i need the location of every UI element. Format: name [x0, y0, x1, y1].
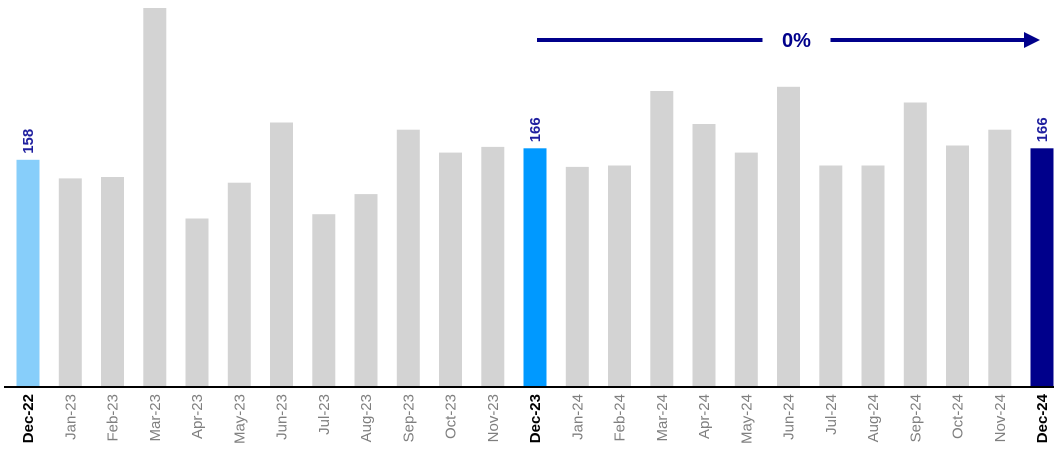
bar-may-24: [734, 152, 758, 386]
bar-oct-24: [946, 145, 969, 386]
x-tick-label: Dec-23: [527, 394, 544, 443]
x-tick-label: Feb-24: [612, 394, 629, 442]
bar-jun-24: [777, 86, 800, 387]
x-tick-labels-group: Dec-22 Jan-23 Feb-23 Mar-23 Apr-23 May-23 Jun-…: [20, 393, 1051, 444]
data-label: 166: [1034, 117, 1051, 142]
x-tick-label: Nov-23: [485, 394, 502, 442]
x-tick-label: Feb-23: [105, 394, 122, 442]
x-tick-label: Jul-24: [823, 394, 840, 435]
data-label: 158: [20, 129, 37, 154]
bar-apr-24: [692, 124, 716, 386]
bar-apr-23: [185, 218, 209, 386]
x-tick-label: Jun-24: [781, 394, 798, 440]
bar-feb-23: [101, 177, 124, 386]
x-tick-label: Aug-23: [358, 394, 375, 442]
growth-arrow-head: [1024, 32, 1040, 48]
bar-oct-23: [439, 152, 462, 386]
x-tick-label: Jan-24: [569, 394, 586, 440]
bar-jul-24: [819, 165, 843, 386]
x-tick-label: May-23: [231, 394, 248, 444]
bar-jul-23: [312, 214, 336, 386]
x-tick-label: Apr-24: [696, 394, 713, 439]
bar-mar-23: [143, 8, 167, 386]
bar-may-23: [227, 182, 251, 386]
x-tick-label: Sep-23: [400, 394, 417, 442]
bar-jan-24: [565, 166, 589, 386]
bar-dec-24: [1030, 148, 1054, 386]
bar-sep-23: [396, 129, 420, 386]
x-tick-label: Dec-24: [1034, 393, 1051, 443]
x-tick-label: Mar-24: [654, 394, 671, 442]
x-tick-label: Apr-23: [189, 394, 206, 439]
data-labels-group: 158 166 166: [20, 117, 1051, 154]
bar-feb-24: [608, 165, 631, 386]
bar-aug-23: [354, 194, 378, 386]
x-tick-label: Dec-22: [20, 394, 37, 443]
bar-mar-24: [650, 91, 674, 386]
x-tick-label: Mar-23: [147, 394, 164, 442]
bar-dec-23: [523, 148, 547, 386]
bars-group: [16, 8, 1054, 387]
growth-arrow: 0%: [537, 30, 1040, 52]
x-tick-label: May-24: [738, 394, 755, 444]
bar-aug-24: [861, 165, 885, 386]
bar-jun-23: [270, 122, 293, 386]
x-tick-label: Sep-24: [907, 394, 924, 442]
bar-dec-22: [16, 159, 40, 386]
x-tick-label: Oct-24: [950, 394, 967, 439]
bar-nov-23: [481, 146, 505, 386]
bar-sep-24: [903, 102, 927, 386]
x-tick-label: Jul-23: [316, 394, 333, 435]
growth-annotation: 0%: [782, 30, 811, 52]
x-tick-label: Jan-23: [62, 394, 79, 440]
x-tick-label: Jun-23: [274, 394, 291, 440]
x-tick-label: Aug-24: [865, 394, 882, 442]
bar-nov-24: [988, 129, 1012, 386]
x-tick-label: Oct-23: [443, 394, 460, 439]
bar-jan-23: [58, 178, 82, 386]
x-tick-label: Nov-24: [992, 394, 1009, 442]
data-label: 166: [527, 117, 544, 142]
